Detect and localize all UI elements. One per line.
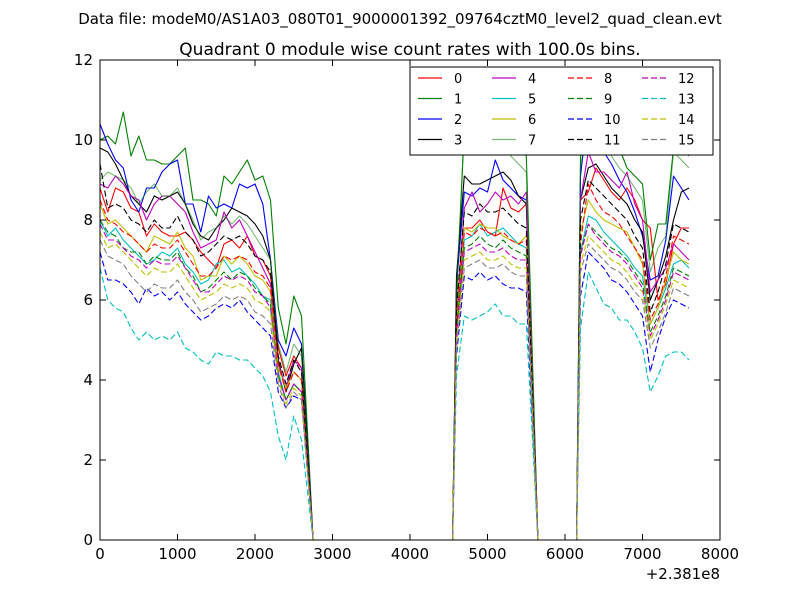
y-tick-label: 6 <box>83 291 93 309</box>
series-line-15 <box>100 239 690 540</box>
y-tick-label: 2 <box>83 451 93 469</box>
legend-label-4: 4 <box>528 72 536 87</box>
x-offset-label: +2.381e8 <box>646 565 720 583</box>
legend-box <box>409 66 714 156</box>
legend-label-3: 3 <box>454 134 462 149</box>
series-line-7 <box>100 115 690 540</box>
series-line-4 <box>100 151 690 540</box>
legend-label-6: 6 <box>528 113 536 128</box>
series-line-10 <box>100 251 690 540</box>
series-line-11 <box>100 163 690 540</box>
y-tick-label: 0 <box>83 531 93 549</box>
x-tick-label: 4000 <box>391 545 429 563</box>
legend-label-2: 2 <box>454 113 462 128</box>
legend-label-13: 13 <box>678 93 695 108</box>
series-line-9 <box>100 219 690 540</box>
series-line-0 <box>100 167 689 540</box>
legend-label-12: 12 <box>678 72 695 87</box>
series-line-14 <box>100 231 690 540</box>
series-line-12 <box>100 223 690 540</box>
series-line-5 <box>100 215 690 540</box>
series-line-6 <box>100 199 690 540</box>
x-tick-label: 0 <box>95 545 105 563</box>
chart-title: Quadrant 0 module wise count rates with … <box>179 40 640 60</box>
legend-label-9: 9 <box>604 93 612 108</box>
y-tick-label: 12 <box>74 51 93 69</box>
series-line-13 <box>100 267 690 540</box>
legend-label-0: 0 <box>454 72 462 87</box>
legend-label-14: 14 <box>678 113 695 128</box>
x-tick-label: 6000 <box>546 545 584 563</box>
plot-area <box>100 107 690 540</box>
y-tick-label: 4 <box>83 371 93 389</box>
legend-label-15: 15 <box>678 134 695 149</box>
x-tick-label: 2000 <box>236 545 274 563</box>
legend-label-5: 5 <box>528 93 536 108</box>
legend-label-8: 8 <box>604 72 612 87</box>
suptitle: Data file: modeM0/AS1A03_080T01_90000013… <box>78 10 722 29</box>
legend-label-10: 10 <box>604 113 621 128</box>
y-tick-label: 10 <box>74 131 93 149</box>
series-line-2 <box>100 107 690 540</box>
series-line-8 <box>100 183 690 540</box>
x-tick-label: 7000 <box>623 545 661 563</box>
x-tick-label: 1000 <box>158 545 196 563</box>
x-tick-label: 5000 <box>468 545 506 563</box>
x-tick-label: 8000 <box>701 545 739 563</box>
legend-label-1: 1 <box>454 93 462 108</box>
axis-ticks: 0 1000 2000 3000 4000 5000 6000 7000 80000246810… <box>74 51 739 563</box>
y-tick-label: 8 <box>83 211 93 229</box>
legend-label-11: 11 <box>604 134 621 149</box>
legend-label-7: 7 <box>528 134 536 149</box>
x-tick-label: 3000 <box>313 545 351 563</box>
